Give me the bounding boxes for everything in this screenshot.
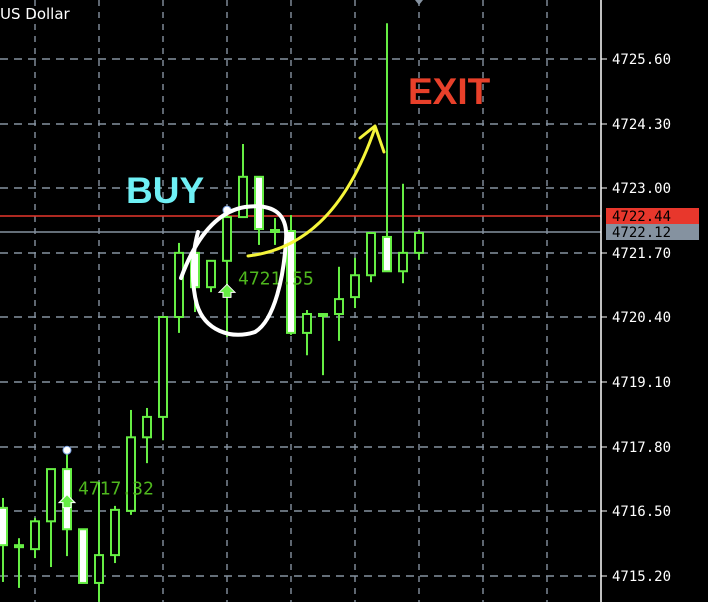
bullish-candle bbox=[142, 415, 152, 439]
axis-tick-label: 4723.00 bbox=[612, 181, 671, 197]
bearish-candle bbox=[286, 229, 296, 334]
axis-tick-label: 4721.70 bbox=[612, 246, 671, 262]
buy-annotation: BUY bbox=[126, 170, 205, 211]
bullish-candle bbox=[302, 313, 312, 334]
grid bbox=[0, 0, 601, 602]
trade-price-label: 4721.55 bbox=[238, 268, 314, 289]
bearish-candle bbox=[382, 235, 392, 273]
trade-price-label: 4717.32 bbox=[78, 479, 154, 500]
price-axis[interactable]: 4725.60 4724.30 4723.00 4721.70 4720.40 4719.… bbox=[600, 0, 699, 602]
bid-price-badge bbox=[606, 224, 699, 240]
buy-arrow-icon bbox=[217, 283, 237, 298]
bullish-candle bbox=[238, 175, 248, 219]
bullish-candle bbox=[110, 508, 120, 557]
axis-tick-label: 4720.40 bbox=[612, 310, 671, 326]
axis-tick-label: 4719.10 bbox=[612, 375, 671, 391]
period-separator-marker bbox=[415, 0, 423, 5]
bullish-candle bbox=[334, 298, 344, 316]
order-dot bbox=[62, 445, 72, 455]
bullish-candle bbox=[222, 216, 232, 262]
bullish-candle bbox=[126, 436, 136, 512]
bullish-candle bbox=[94, 554, 104, 584]
axis-tick-label: 4724.30 bbox=[612, 117, 671, 133]
price-lines bbox=[0, 215, 601, 233]
bid-price-label: 4722.12 bbox=[612, 225, 671, 241]
bearish-candle bbox=[14, 544, 24, 549]
bullish-candle bbox=[158, 315, 168, 418]
hand-drawings bbox=[179, 124, 386, 337]
bearish-candle bbox=[78, 528, 88, 584]
trade-markers: 4717.32 4721.55 bbox=[57, 205, 314, 509]
bullish-candle bbox=[398, 251, 408, 273]
bullish-candle bbox=[174, 251, 184, 318]
bullish-candle bbox=[30, 520, 40, 551]
symbol-title: US Dollar bbox=[0, 5, 70, 23]
axis-tick-label: 4725.60 bbox=[612, 52, 671, 68]
arrow-head bbox=[358, 124, 386, 154]
circle-annotation bbox=[179, 204, 289, 337]
arrow-curve bbox=[246, 126, 377, 258]
bearish-candle bbox=[254, 175, 264, 231]
bullish-candle bbox=[206, 259, 216, 289]
axis-tick-label: 4715.20 bbox=[612, 569, 671, 585]
ask-price-badge bbox=[606, 208, 699, 224]
ask-price-label: 4722.44 bbox=[612, 209, 671, 225]
buy-arrow-icon bbox=[57, 493, 77, 509]
axis-tick-label: 4716.50 bbox=[612, 504, 671, 520]
axis-tick-label: 4717.80 bbox=[612, 440, 671, 456]
bullish-candle bbox=[46, 468, 56, 523]
bullish-candle bbox=[414, 231, 424, 254]
bearish-candle bbox=[270, 229, 280, 234]
candles bbox=[0, 23, 424, 602]
bearish-candle bbox=[0, 506, 8, 547]
bullish-candle bbox=[350, 274, 360, 299]
bullish-candle bbox=[318, 313, 328, 318]
exit-annotation: EXIT bbox=[408, 71, 491, 112]
bullish-candle bbox=[366, 231, 376, 277]
